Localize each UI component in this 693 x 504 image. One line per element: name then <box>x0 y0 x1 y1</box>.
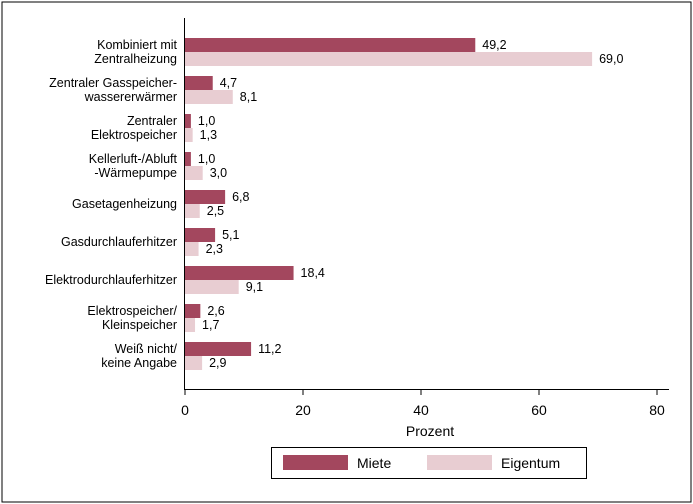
category-label: Elektrospeicher <box>91 128 177 142</box>
data-label-eigentum: 2,3 <box>206 242 223 256</box>
bar-eigentum <box>185 166 203 180</box>
bar-eigentum <box>185 204 200 218</box>
bar-eigentum <box>185 52 593 66</box>
x-tick-label: 0 <box>181 402 189 418</box>
category-label: keine Angabe <box>101 356 177 370</box>
legend-swatch-miete <box>283 455 348 470</box>
category-label: Kombiniert mit <box>97 38 177 52</box>
data-label-eigentum: 2,9 <box>209 356 226 370</box>
data-label-miete: 6,8 <box>232 190 249 204</box>
data-label-miete: 1,0 <box>198 152 215 166</box>
legend-swatch-eigentum <box>427 455 492 470</box>
category-label: Zentraler <box>127 114 177 128</box>
x-tick-label: 20 <box>295 402 311 418</box>
x-tick-label: 40 <box>413 402 429 418</box>
bar-miete <box>185 342 252 356</box>
category-label: Zentraler Gasspeicher- <box>49 76 177 90</box>
category-label: Gasdurchlauferhitzer <box>61 235 177 249</box>
bar-eigentum <box>185 242 199 256</box>
data-label-eigentum: 1,7 <box>202 318 219 332</box>
category-label: Elektrospeicher/ <box>87 304 177 318</box>
data-label-eigentum: 2,5 <box>207 204 224 218</box>
data-label-miete: 11,2 <box>258 342 281 356</box>
data-label-miete: 18,4 <box>301 266 325 280</box>
category-label: Kellerluft-/Abluft <box>89 152 178 166</box>
bar-miete <box>185 304 201 318</box>
bar-miete <box>185 38 476 52</box>
x-ticks: 0 20 40 60 80 <box>181 389 665 418</box>
bar-eigentum <box>185 280 239 294</box>
data-label-eigentum: 1,3 <box>200 128 217 142</box>
category-label: Zentralheizung <box>94 52 177 66</box>
legend-label-miete: Miete <box>357 455 391 471</box>
data-label-eigentum: 8,1 <box>240 90 257 104</box>
category-label: Gasetagenheizung <box>72 197 177 211</box>
bar-eigentum <box>185 128 193 142</box>
bar-eigentum <box>185 90 233 104</box>
data-label-eigentum: 69,0 <box>599 52 623 66</box>
category-label: Weiß nicht/ <box>115 342 178 356</box>
data-label-miete: 5,1 <box>222 228 239 242</box>
bar-miete <box>185 266 294 280</box>
data-label-miete: 2,6 <box>207 304 224 318</box>
legend-label-eigentum: Eigentum <box>501 455 560 471</box>
data-label-miete: 49,2 <box>482 38 506 52</box>
category-label: -Wärmepumpe <box>94 166 177 180</box>
bar-miete <box>185 76 213 90</box>
bar-eigentum <box>185 318 196 332</box>
data-label-eigentum: 3,0 <box>210 166 227 180</box>
bars-layer: 49,269,04,78,11,01,31,03,06,82,55,12,318… <box>185 38 623 370</box>
category-label: wassererwärmer <box>84 90 177 104</box>
bar-miete <box>185 190 226 204</box>
bar-eigentum <box>185 356 203 370</box>
bar-miete <box>185 152 191 166</box>
category-label: Kleinspeicher <box>102 318 177 332</box>
x-axis-title: Prozent <box>406 423 454 439</box>
data-label-miete: 4,7 <box>220 76 237 90</box>
bar-miete <box>185 228 216 242</box>
data-label-miete: 1,0 <box>198 114 215 128</box>
x-tick-label: 80 <box>649 402 665 418</box>
bar-miete <box>185 114 191 128</box>
data-label-eigentum: 9,1 <box>246 280 263 294</box>
category-label: Elektrodurchlauferhitzer <box>45 273 177 287</box>
x-tick-label: 60 <box>531 402 547 418</box>
